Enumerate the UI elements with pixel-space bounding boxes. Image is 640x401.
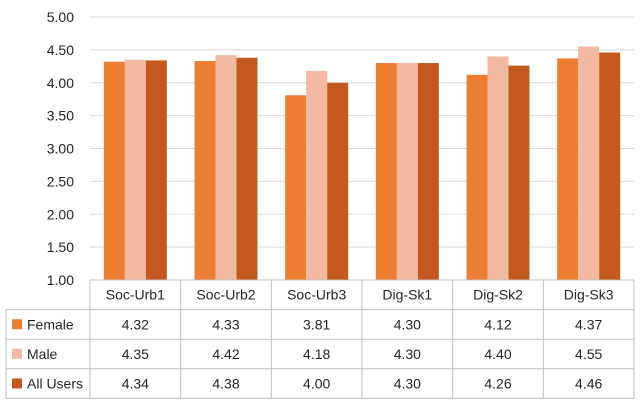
y-tick-label: 4.50: [47, 42, 74, 58]
bar-female: [557, 58, 579, 280]
bar-male: [306, 70, 328, 280]
x-tick-label: Soc-Urb1: [106, 287, 165, 303]
data-table-cell: 4.30: [394, 346, 421, 362]
legend-label: Male: [27, 346, 58, 362]
data-table-cell: 4.26: [484, 375, 511, 391]
y-tick-label: 3.50: [47, 108, 74, 124]
bar-all-users: [145, 60, 167, 280]
x-tick-label: Dig-Sk3: [564, 287, 614, 303]
bar-female: [375, 63, 397, 281]
x-tick-label: Soc-Urb3: [287, 287, 346, 303]
bar-all-users: [327, 82, 349, 280]
legend-key: [12, 319, 22, 330]
data-table-cell: 4.18: [303, 346, 330, 362]
bar-female: [103, 61, 125, 281]
data-table-cell: 4.30: [394, 316, 421, 332]
legend-label: All Users: [27, 375, 83, 391]
y-tick-label: 1.00: [47, 272, 74, 288]
legend-key: [12, 378, 22, 389]
bar-male: [487, 56, 509, 281]
bar-female: [466, 74, 488, 280]
legend-label: Female: [27, 316, 74, 332]
bar-female: [285, 95, 307, 281]
bar-all-users: [599, 52, 621, 280]
bar-male: [215, 55, 237, 281]
data-table-cell: 4.30: [394, 375, 421, 391]
y-tick-label: 4.00: [47, 75, 74, 91]
data-table-cell: 4.00: [303, 375, 330, 391]
data-table-cell: 4.42: [212, 346, 239, 362]
x-tick-label: Soc-Urb2: [196, 287, 255, 303]
bar-male: [124, 59, 146, 280]
data-table-cell: 4.34: [122, 375, 149, 391]
data-table-cell: 4.33: [212, 316, 239, 332]
x-tick-label: Dig-Sk1: [382, 287, 432, 303]
bar-female: [194, 61, 216, 280]
data-table-cell: 4.37: [575, 316, 602, 332]
bar-male: [396, 63, 418, 281]
legend-key: [12, 348, 22, 359]
data-table-cell: 4.40: [484, 346, 511, 362]
x-tick-label: Dig-Sk2: [473, 287, 523, 303]
data-table-cell: 4.55: [575, 346, 602, 362]
data-table-cell: 4.38: [212, 375, 239, 391]
bar-male: [578, 46, 600, 281]
bar-all-users: [508, 65, 530, 280]
y-tick-label: 2.00: [47, 206, 74, 222]
y-tick-label: 3.00: [47, 141, 74, 157]
bar-all-users: [417, 63, 439, 281]
data-table-cell: 4.46: [575, 375, 602, 391]
data-table-cell: 4.35: [122, 346, 149, 362]
bar-all-users: [236, 57, 258, 280]
y-tick-label: 5.00: [47, 9, 74, 25]
data-table-cell: 4.12: [484, 316, 511, 332]
data-table-cell: 3.81: [303, 316, 330, 332]
data-table-cell: 4.32: [122, 316, 149, 332]
y-tick-label: 1.50: [47, 239, 74, 255]
y-tick-label: 2.50: [47, 173, 74, 189]
